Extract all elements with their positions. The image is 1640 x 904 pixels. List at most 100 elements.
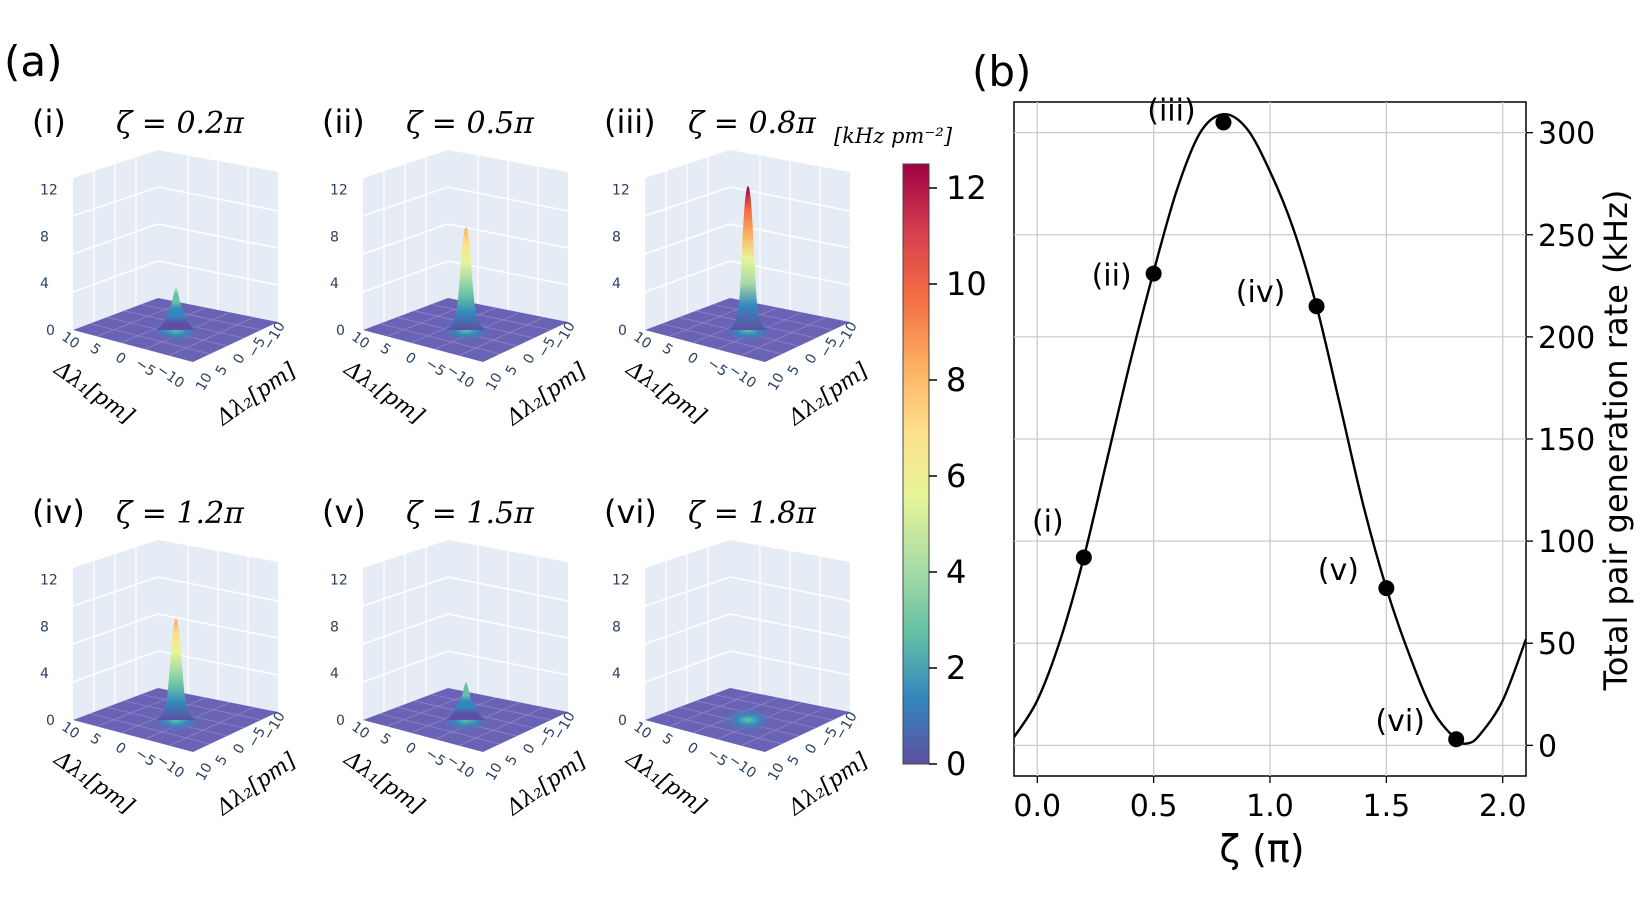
panel-zeta-label: ζ = 1.5π — [406, 496, 535, 531]
colorbar-tick-label: 8 — [946, 361, 966, 399]
data-point — [1215, 114, 1232, 131]
x-axis-label: ζ (π) — [1219, 827, 1304, 871]
y-tick-label: 10 — [483, 760, 506, 783]
x-tick-label: −10 — [444, 362, 477, 392]
x-tick-label: 0.5 — [1130, 789, 1178, 824]
z-tick-label: 8 — [330, 229, 339, 245]
colorbar-tick-label: 10 — [946, 265, 987, 303]
z-tick-label: 0 — [336, 713, 345, 729]
x-tick-label: 10 — [348, 719, 372, 742]
y-tick-label: 5 — [785, 363, 803, 379]
panel-tag: (iii) — [604, 103, 656, 141]
x-tick-label: 0 — [402, 740, 418, 758]
x-tick-label: −5 — [422, 745, 448, 770]
colorbar-title: [kHz pm⁻²] — [834, 124, 953, 148]
data-point-label: (iii) — [1147, 93, 1195, 128]
x-tick-label: −5 — [704, 355, 730, 380]
x-tick-label: 10 — [348, 329, 372, 352]
x-tick-label: 5 — [377, 341, 393, 359]
colorbar-tick-label: 0 — [946, 745, 966, 783]
x-tick-label: 0.0 — [1013, 789, 1061, 824]
x-tick-label: 0 — [684, 350, 700, 368]
colorbar-tick-label: 2 — [946, 649, 966, 687]
z-tick-label: 4 — [612, 666, 621, 682]
x-tick-label: −5 — [132, 355, 158, 380]
x-tick-label: −10 — [154, 752, 187, 782]
y-tick-label: 5 — [503, 363, 521, 379]
colorbar-gradient — [902, 163, 930, 765]
x-tick-label: −5 — [422, 355, 448, 380]
x-tick-label: 2.0 — [1479, 789, 1527, 824]
x-tick-label: −10 — [444, 752, 477, 782]
x-axis-label: Δλ₁[pm] — [49, 356, 139, 429]
z-tick-label: 0 — [618, 323, 627, 339]
data-point-label: (ii) — [1092, 259, 1132, 294]
y-axis-label: Total pair generation rate (kHz) — [1597, 190, 1635, 692]
peak-surface — [728, 186, 768, 330]
y-tick-label: 10 — [483, 370, 506, 393]
x-tick-label: −5 — [704, 745, 730, 770]
data-point — [1145, 265, 1162, 282]
y-tick-label: 150 — [1538, 423, 1595, 458]
x-tick-label: 1.5 — [1363, 789, 1411, 824]
x-tick-label: 5 — [377, 731, 393, 749]
x-tick-label: 5 — [87, 341, 103, 359]
panel-zeta-label: ζ = 1.8π — [688, 496, 817, 531]
peak-base — [722, 708, 774, 732]
x-tick-label: 5 — [87, 731, 103, 749]
y-tick-label: 5 — [213, 753, 231, 769]
x-tick-label: 5 — [659, 731, 675, 749]
data-point — [1448, 731, 1465, 748]
x-tick-label: 10 — [630, 329, 654, 352]
panel-zeta-label: ζ = 1.2π — [116, 496, 245, 531]
y-tick-label: 100 — [1538, 525, 1595, 560]
x-tick-label: 10 — [58, 719, 82, 742]
x-axis-label: Δλ₁[pm] — [621, 356, 711, 429]
data-point — [1378, 580, 1395, 597]
x-tick-label: 0 — [112, 350, 128, 368]
y-tick-label: 10 — [193, 760, 216, 783]
x-tick-label: 10 — [58, 329, 82, 352]
z-tick-label: 12 — [40, 183, 58, 199]
panel-b-label: (b) — [972, 47, 1031, 96]
x-tick-label: −10 — [726, 362, 759, 392]
z-tick-label: 12 — [330, 183, 348, 199]
x-axis-label: Δλ₁[pm] — [339, 356, 429, 429]
y-tick-label: 50 — [1538, 627, 1576, 662]
y-tick-label: 10 — [193, 370, 216, 393]
peak-surface — [446, 227, 486, 330]
panel-zeta-label: ζ = 0.2π — [116, 106, 245, 141]
z-tick-label: 0 — [618, 713, 627, 729]
colorbar-tick-label: 4 — [946, 553, 966, 591]
data-point-label: (v) — [1318, 553, 1359, 588]
z-tick-label: 4 — [330, 666, 339, 682]
line-chart: 0.0 0.5 1.0 1.5 2.0 0 50 100 150 200 250 300 (i) (ii… — [1013, 93, 1635, 871]
x-tick-label: −10 — [726, 752, 759, 782]
x-tick-label: 0 — [684, 740, 700, 758]
z-tick-label: 8 — [40, 619, 49, 635]
data-point-label: (iv) — [1236, 275, 1286, 310]
z-tick-label: 8 — [612, 229, 621, 245]
z-tick-label: 12 — [40, 573, 58, 589]
colorbar-tick-label: 12 — [946, 169, 987, 207]
y-tick-label: 5 — [785, 753, 803, 769]
y-tick-label: 0 — [1538, 729, 1557, 764]
peak-surface — [446, 682, 486, 720]
peak-surface — [156, 287, 196, 330]
z-tick-label: 8 — [612, 619, 621, 635]
data-point-label: (vi) — [1375, 704, 1425, 739]
panel-zeta-label: ζ = 0.5π — [406, 106, 535, 141]
z-tick-label: 4 — [612, 276, 621, 292]
x-tick-label: 10 — [630, 719, 654, 742]
x-tick-label: 0 — [112, 740, 128, 758]
data-point — [1075, 549, 1092, 566]
z-tick-label: 4 — [330, 276, 339, 292]
panel-tag: (v) — [322, 493, 366, 531]
y-tick-label: 5 — [503, 753, 521, 769]
z-tick-label: 4 — [40, 666, 49, 682]
data-point-label: (i) — [1032, 504, 1064, 539]
